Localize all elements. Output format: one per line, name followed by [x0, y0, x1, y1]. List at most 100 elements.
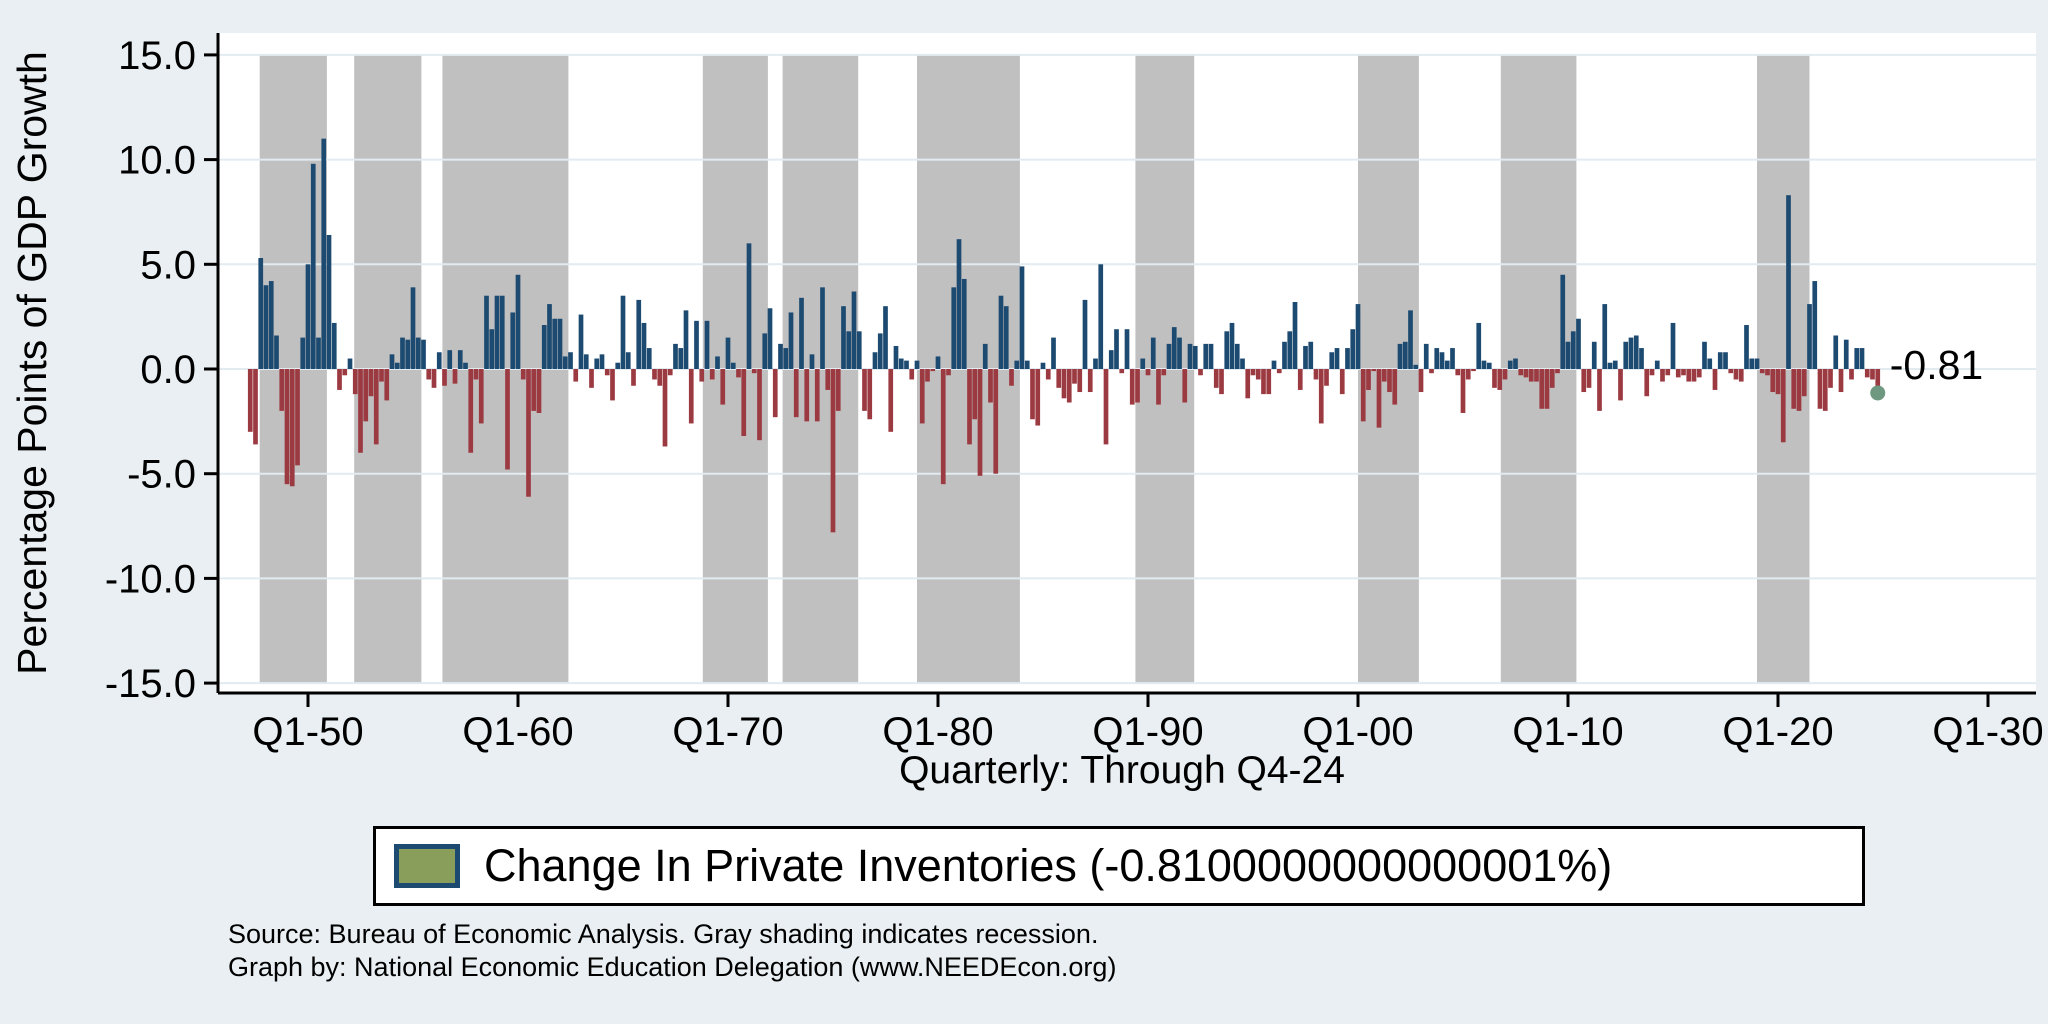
quarter-bar [1581, 369, 1587, 393]
quarter-bar [394, 362, 400, 369]
quarter-bar [1192, 345, 1198, 369]
quarter-bar [1318, 369, 1324, 424]
quarter-bar [499, 295, 505, 369]
quarter-bar [457, 350, 463, 369]
quarter-bar [993, 369, 999, 474]
quarter-bar [379, 369, 384, 382]
quarter-bar [683, 310, 689, 369]
quarter-bar [1644, 369, 1650, 397]
quarter-bar [1560, 274, 1566, 369]
quarter-bar [1030, 369, 1035, 420]
quarter-bar [1749, 358, 1755, 369]
quarter-bar [1161, 369, 1167, 376]
quarter-bar [967, 369, 972, 445]
quarter-bar [1796, 369, 1802, 411]
quarter-bar [1471, 369, 1476, 372]
quarter-bar [1744, 325, 1749, 369]
quarter-bar [515, 274, 521, 369]
quarter-bar [1066, 369, 1072, 403]
y-tick-label: 10.0 [118, 139, 196, 183]
quarter-bar [736, 369, 741, 378]
quarter-bar [263, 285, 269, 369]
quarter-bar [1171, 327, 1177, 369]
quarter-bar [289, 369, 295, 487]
quarter-bar [1555, 369, 1560, 374]
source-note-line1: Source: Bureau of Economic Analysis. Gra… [228, 919, 1099, 949]
quarter-bar [1255, 369, 1261, 380]
y-tick-label: -10.0 [105, 557, 196, 601]
quarter-bar [1450, 348, 1455, 369]
quarter-bar [494, 295, 500, 369]
quarter-bar [347, 358, 353, 369]
quarter-bar [1728, 369, 1734, 374]
quarter-bar [452, 369, 458, 384]
quarter-bar [1434, 348, 1440, 369]
quarter-bar [1691, 369, 1697, 382]
quarter-bar [1444, 360, 1450, 369]
quarter-bar [1229, 322, 1235, 369]
last-value-marker-dot [1870, 385, 1886, 401]
quarter-bar [295, 369, 300, 466]
quarter-bar [972, 369, 978, 420]
quarter-bar [1828, 369, 1833, 388]
quarter-bar [1224, 331, 1230, 369]
quarter-bar [1014, 360, 1020, 369]
quarter-bar [1324, 369, 1329, 386]
y-tick-label: 15.0 [118, 34, 196, 78]
quarter-bar [1271, 360, 1277, 369]
quarter-bar [925, 369, 930, 382]
quarter-bar [846, 331, 852, 369]
quarter-bar [1019, 266, 1025, 369]
quarter-bar [1460, 369, 1466, 413]
quarter-bar [1812, 281, 1818, 369]
quarter-bar [557, 318, 563, 369]
quarter-bar [520, 369, 526, 380]
quarter-bar [268, 281, 274, 369]
quarter-bar [1665, 369, 1671, 376]
quarter-bar [914, 360, 920, 369]
quarter-bar [1429, 369, 1434, 374]
quarter-bar [1313, 369, 1319, 380]
quarter-bar [652, 369, 657, 380]
quarter-bar [1339, 369, 1345, 395]
quarter-bar [505, 369, 510, 470]
quarter-bar [1402, 341, 1408, 369]
quarter-bar [316, 337, 321, 369]
quarter-bar [809, 354, 815, 369]
quarter-bar [746, 243, 752, 369]
quarter-bar [1849, 369, 1854, 380]
quarter-bar [1166, 343, 1172, 369]
x-tick-labels: Q1-50 Q1-60 Q1-70 Q1-80 Q1-90 Q1-00 Q1-10 Q1-20… [252, 710, 2043, 754]
quarter-bar [1156, 369, 1161, 405]
quarter-bar [725, 337, 731, 369]
quarter-bar [1287, 331, 1293, 369]
quarter-bar [919, 369, 925, 424]
quarter-bar [321, 138, 327, 369]
quarter-bar [431, 369, 437, 388]
quarter-bar [678, 348, 684, 369]
quarter-bar [1681, 369, 1686, 376]
quarter-bar [1413, 364, 1419, 369]
quarter-bar [1198, 369, 1203, 376]
quarter-bar [405, 339, 411, 369]
quarter-bar [1528, 369, 1534, 382]
quarter-bar [373, 369, 379, 445]
y-tick-label: -15.0 [105, 662, 196, 706]
quarter-bar [1607, 362, 1613, 369]
quarter-bar [1733, 369, 1739, 380]
quarter-bar [1639, 348, 1644, 369]
quarter-bar [526, 369, 531, 497]
quarter-bar [1822, 369, 1828, 411]
quarter-bar [1602, 304, 1608, 369]
quarter-bar [977, 369, 983, 476]
quarter-bar [615, 362, 621, 369]
quarter-bar [331, 322, 337, 369]
x-axis-title: Quarterly: Through Q4-24 [899, 749, 1345, 792]
quarter-bar [1329, 352, 1335, 369]
quarter-bar [1660, 369, 1665, 382]
quarter-bar [531, 369, 537, 411]
quarter-bar [856, 331, 862, 369]
quarter-bar [1633, 335, 1639, 369]
quarter-bar [1623, 341, 1629, 369]
quarter-bar [1376, 369, 1382, 428]
